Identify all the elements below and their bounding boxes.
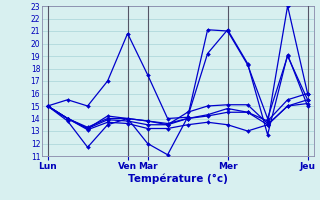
X-axis label: Température (°c): Température (°c) <box>128 173 228 184</box>
